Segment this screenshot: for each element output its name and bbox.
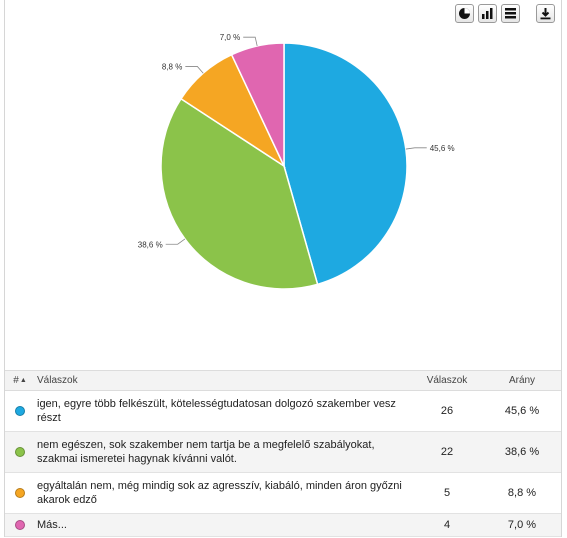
bar-chart-view-button[interactable] <box>478 4 497 23</box>
answer-count: 4 <box>443 519 451 531</box>
legend-dot-icon <box>15 488 25 498</box>
table-view-button[interactable] <box>501 4 520 23</box>
label-connector <box>185 66 204 74</box>
sort-up-icon: ▲ <box>19 377 27 384</box>
answer-count: 26 <box>440 405 454 417</box>
header-count[interactable]: Válaszok <box>426 375 468 386</box>
table-header: # ▲ Válaszok Válaszok Arány <box>5 370 561 391</box>
pie-chart: 45,6 % 38,6 % 8,8 % 7,0 % <box>138 33 455 290</box>
pie-slice[interactable] <box>283 42 408 286</box>
label-connector <box>405 147 427 150</box>
slice-label: 45,6 % <box>430 144 455 153</box>
answer-text: Más... <box>37 519 67 531</box>
slice-label: 8,8 % <box>162 62 182 71</box>
header-number[interactable]: # ▲ <box>13 375 27 386</box>
answers-table: # ▲ Válaszok Válaszok Arány igen, egyre t… <box>5 370 561 537</box>
answer-ratio: 8,8 % <box>507 487 537 499</box>
answer-count: 5 <box>443 487 451 499</box>
answer-text: egyáltalán nem, még mindig sok az agress… <box>37 480 402 506</box>
download-button[interactable] <box>536 4 555 23</box>
table-row: igen, egyre több felkészült, kötelességt… <box>5 391 561 432</box>
answer-count: 22 <box>440 446 454 458</box>
table-icon <box>505 8 516 19</box>
download-icon <box>540 8 551 20</box>
label-connector <box>165 238 186 245</box>
slice-label: 7,0 % <box>220 33 240 42</box>
table-row: egyáltalán nem, még mindig sok az agress… <box>5 473 561 514</box>
legend-dot-icon <box>15 520 25 530</box>
legend-dot-icon <box>15 447 25 457</box>
slice-label: 38,6 % <box>138 240 163 249</box>
answer-text: igen, egyre több felkészült, kötelességt… <box>37 398 396 424</box>
header-ratio[interactable]: Arány <box>508 375 536 386</box>
label-connector <box>243 36 258 47</box>
pie-slice[interactable] <box>160 97 319 290</box>
answer-ratio: 7,0 % <box>507 519 537 531</box>
header-answers[interactable]: Válaszok <box>37 374 78 386</box>
chart-toolbar <box>455 4 555 23</box>
table-row: nem egészen, sok szakember nem tartja be… <box>5 432 561 473</box>
answer-ratio: 38,6 % <box>504 446 540 458</box>
pie-chart-icon <box>459 8 470 19</box>
pie-chart-view-button[interactable] <box>455 4 474 23</box>
legend-dot-icon <box>15 406 25 416</box>
answer-ratio: 45,6 % <box>504 405 540 417</box>
table-row: Más... 4 7,0 % <box>5 514 561 537</box>
bar-chart-icon <box>482 8 493 19</box>
answer-text: nem egészen, sok szakember nem tartja be… <box>37 439 375 465</box>
